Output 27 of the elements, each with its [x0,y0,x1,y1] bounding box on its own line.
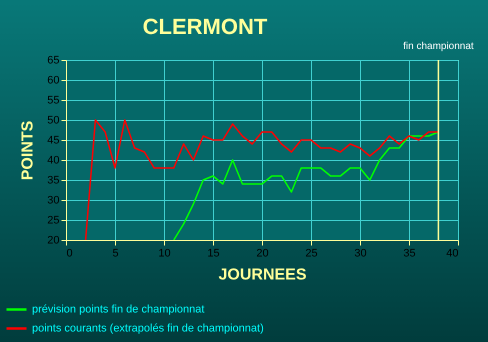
y-tick-label: 35 [47,174,60,186]
x-tick-label: 25 [305,248,318,260]
x-tick-label: 30 [354,248,367,260]
y-tick-label: 25 [47,214,60,226]
y-axis-title: POINTS [19,120,36,180]
line-series [173,131,440,240]
y-tick-label: 30 [47,194,60,206]
legend-label: prévision points fin de championnat [32,304,204,316]
x-tick-label: 35 [403,248,416,260]
x-tick-label: 5 [112,248,119,260]
line-series [84,119,440,240]
legend-label: points courants (extrapolés fin de championnat) [32,322,264,334]
y-tick-label: 20 [47,234,60,246]
y-tick-label: 45 [47,134,60,146]
x-tick-label: 10 [158,248,171,260]
x-tick-label: 40 [446,248,458,260]
y-tick-label: 50 [47,114,60,126]
y-tick-label: 60 [47,74,60,86]
x-axis-title: JOURNEES [218,266,307,284]
y-tick-label: 55 [47,94,60,106]
y-tick-label: 40 [47,154,60,166]
ref-line-label: fin championnat [403,41,474,52]
x-tick-label: 15 [207,248,220,260]
x-tick-label: 0 [66,248,73,260]
chart-title: CLERMONT [142,14,268,39]
x-tick-label: 20 [256,248,269,260]
y-tick-label: 65 [47,54,60,66]
